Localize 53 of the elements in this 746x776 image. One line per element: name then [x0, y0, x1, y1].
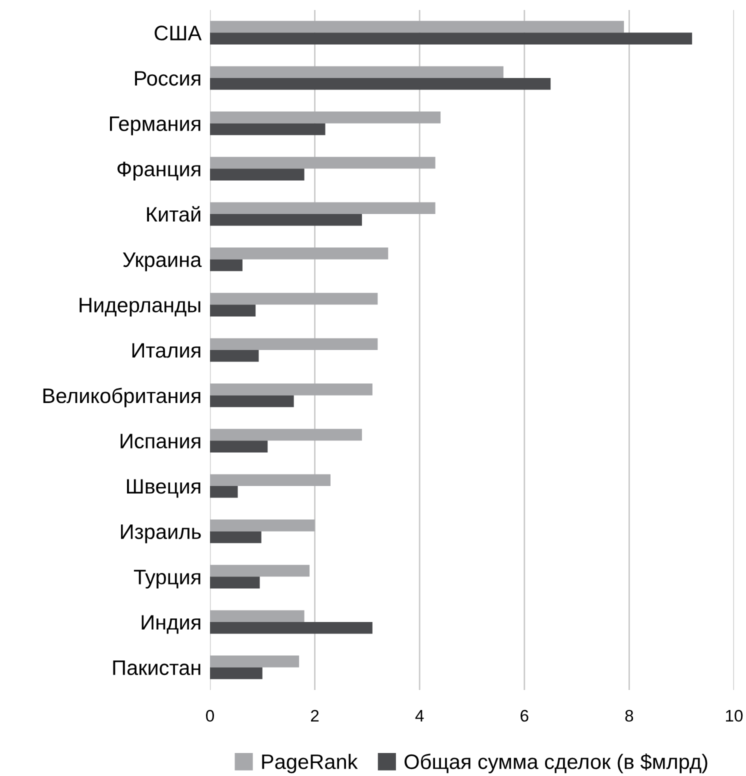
- bar: [210, 78, 551, 90]
- bar: [210, 123, 326, 136]
- bar: [210, 248, 388, 260]
- bar: [210, 622, 372, 634]
- legend-label: Общая сумма сделок (в $млрд): [404, 754, 708, 774]
- bar: [210, 20, 624, 33]
- y-tick-label: Германия: [110, 116, 200, 136]
- bar: [210, 66, 504, 78]
- x-tick-label: 10: [726, 710, 743, 722]
- bar: [210, 667, 262, 680]
- y-tick-label: Пакистан: [113, 660, 200, 676]
- bar: [210, 259, 242, 272]
- bar: [210, 350, 259, 362]
- x-tick-label: 2: [311, 710, 319, 722]
- bar: [210, 428, 362, 441]
- bar: [210, 202, 436, 214]
- bar: [210, 576, 260, 588]
- bar: [210, 656, 300, 668]
- bar: [210, 112, 441, 124]
- y-tick-label: Швеция: [127, 479, 200, 498]
- bar: [210, 440, 268, 452]
- legend-label: PageRank: [262, 754, 358, 774]
- y-tick-label: Великобритания: [43, 388, 200, 408]
- y-tick-label: Испания: [120, 434, 200, 448]
- bar: [210, 304, 256, 316]
- y-tick-label: США: [154, 26, 202, 40]
- y-tick-label: Израиль: [121, 524, 201, 544]
- x-tick-label: 6: [520, 710, 528, 722]
- bar: [210, 292, 378, 305]
- y-tick-label: Индия: [142, 615, 200, 634]
- bar: [210, 610, 304, 622]
- y-tick-label: Россия: [135, 71, 200, 86]
- bar: [210, 531, 262, 544]
- y-tick-label: Франция: [118, 162, 200, 181]
- y-tick-label: Китай: [147, 206, 200, 222]
- bar: [210, 520, 315, 532]
- bar: [210, 395, 294, 408]
- bar: [210, 564, 310, 577]
- bar: [210, 168, 304, 180]
- bar: [210, 486, 238, 498]
- x-tick-label: 0: [206, 710, 214, 722]
- bar: [210, 338, 378, 350]
- y-tick-label: Италия: [132, 343, 200, 358]
- y-tick-label: Нидерланды: [80, 298, 200, 317]
- bar: [210, 214, 362, 226]
- bar: [210, 474, 331, 486]
- y-tick-label: Украина: [122, 252, 202, 272]
- y-tick-label: Турция: [134, 570, 200, 589]
- x-tick-label: 8: [625, 710, 634, 722]
- x-tick-label: 4: [415, 710, 424, 722]
- bar: [210, 32, 692, 44]
- bar: [210, 384, 372, 396]
- bar: [210, 156, 436, 169]
